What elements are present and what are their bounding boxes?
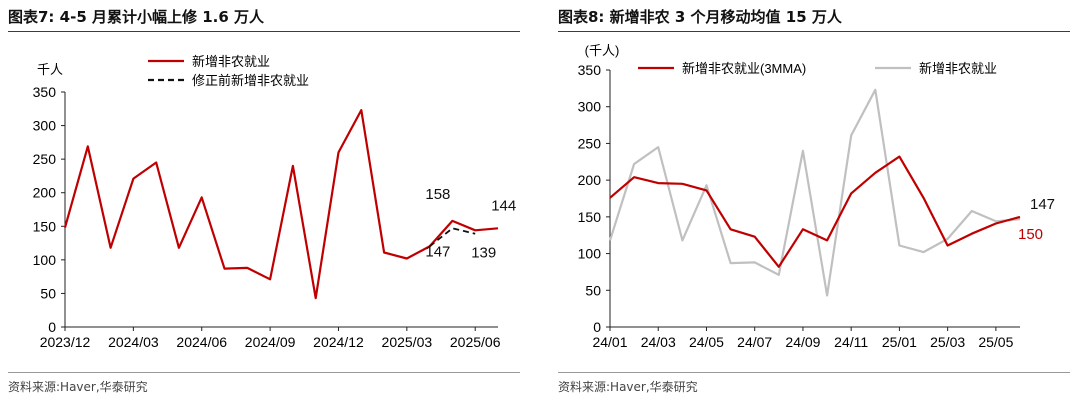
title-rule — [558, 31, 1070, 32]
y-tick-label: 200 — [578, 172, 602, 188]
x-tick-label: 2025/03 — [382, 334, 433, 350]
y-tick-label: 150 — [578, 209, 602, 225]
series-line — [609, 155, 1021, 268]
title-rule — [8, 31, 520, 32]
x-tick-label: 2025/06 — [450, 334, 501, 350]
y-tick-label: 100 — [578, 246, 602, 262]
source-rule — [8, 372, 520, 373]
legend-label: 新增非农就业 — [919, 61, 997, 76]
x-tick-label: 24/11 — [834, 334, 868, 350]
x-tick-label: 25/03 — [930, 334, 965, 350]
x-tick-label: 2024/12 — [313, 334, 364, 350]
y-tick-label: 0 — [593, 319, 601, 335]
x-tick-label: 2024/03 — [108, 334, 159, 350]
y-tick-label: 100 — [33, 252, 57, 268]
left-line-chart: 千人 0 50 100 150 200 250 300 350 2023/12 2024/03 202… — [33, 54, 517, 350]
x-tick-label: 2024/09 — [245, 334, 296, 350]
x-tick-label: 2023/12 — [40, 334, 91, 350]
y-tick-label: 250 — [33, 151, 57, 167]
y-axis-label: 千人 — [37, 62, 63, 77]
x-tick-label: 24/01 — [592, 334, 627, 350]
y-tick-label: 200 — [33, 185, 57, 201]
legend-label: 新增非农就业 — [192, 54, 270, 69]
x-tick-label: 24/03 — [641, 334, 676, 350]
y-tick-label: 300 — [33, 118, 57, 134]
y-tick-label: 300 — [578, 99, 602, 115]
series-line — [63, 108, 499, 300]
y-tick-label: 50 — [40, 285, 56, 301]
data-label: 150 — [1018, 226, 1043, 243]
y-tick-label: 250 — [578, 135, 602, 151]
source-note: 资料来源:Haver,华泰研究 — [558, 380, 698, 394]
right-line-chart: (千人) 0 50 100 150 200 250 300 350 24/01 24/03 24/05… — [578, 43, 1055, 350]
data-label: 139 — [471, 245, 496, 262]
x-tick-label: 2024/06 — [176, 334, 227, 350]
x-tick-label: 24/05 — [689, 334, 724, 350]
x-tick-label: 25/05 — [978, 334, 1013, 350]
left-chart-panel: 图表7: 4-5 月累计小幅上修 1.6 万人 千人 0 50 100 150 200 25… — [8, 8, 520, 394]
y-tick-label: 0 — [48, 319, 56, 335]
source-note: 资料来源:Haver,华泰研究 — [8, 380, 148, 394]
y-tick-label: 350 — [33, 84, 57, 100]
y-tick-label: 350 — [578, 62, 602, 78]
right-chart-panel: 图表8: 新增非农 3 个月移动均值 15 万人 (千人) 0 50 100 150 20… — [540, 0, 1080, 402]
chart-title: 图表7: 4-5 月累计小幅上修 1.6 万人 — [8, 8, 264, 26]
x-tick-label: 25/01 — [882, 334, 917, 350]
data-label: 147 — [425, 243, 450, 260]
x-tick-label: 24/07 — [737, 334, 772, 350]
data-label: 144 — [491, 197, 516, 214]
series-line — [608, 88, 1021, 297]
legend-label: 新增非农就业(3MMA) — [682, 61, 806, 76]
legend-label: 修正前新增非农就业 — [192, 73, 309, 88]
y-tick-label: 150 — [33, 218, 57, 234]
series-line — [429, 227, 476, 248]
source-rule — [558, 372, 1070, 373]
data-label: 158 — [425, 186, 450, 203]
x-tick-label: 24/09 — [785, 334, 820, 350]
chart-title: 图表8: 新增非农 3 个月移动均值 15 万人 — [558, 8, 842, 26]
y-tick-label: 50 — [585, 282, 601, 298]
y-axis-label: (千人) — [585, 43, 620, 58]
data-label: 147 — [1030, 196, 1055, 213]
